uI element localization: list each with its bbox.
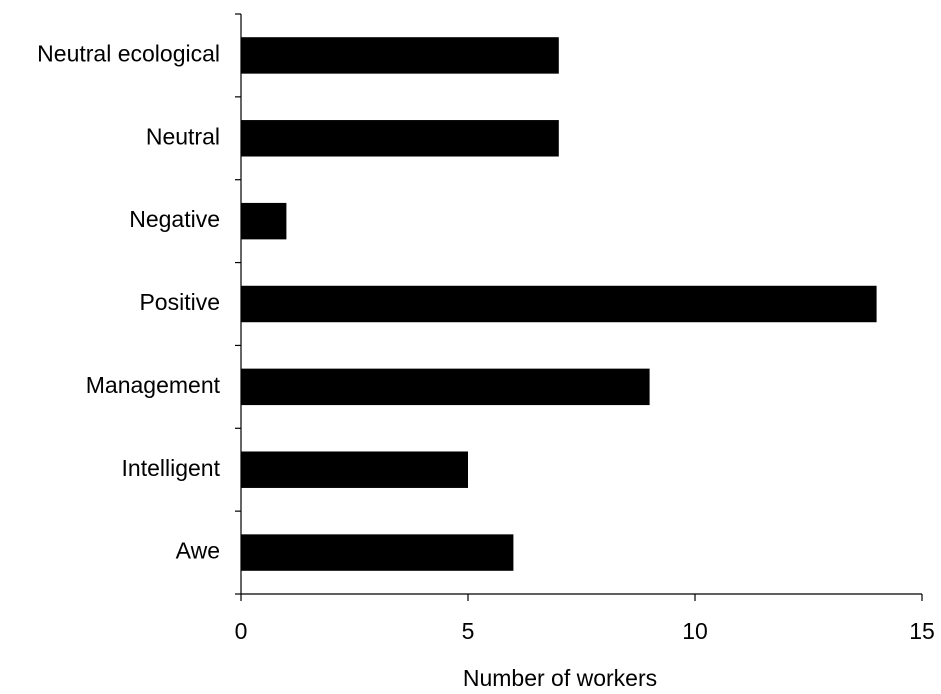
x-tick-label: 10 — [682, 618, 708, 644]
bar — [241, 534, 514, 571]
x-tick-label: 0 — [235, 618, 248, 644]
y-tick-label: Negative — [129, 206, 220, 232]
y-tick-label: Neutral — [146, 123, 220, 149]
bar — [241, 37, 559, 74]
x-tick-label: 15 — [909, 618, 935, 644]
bar — [241, 451, 468, 488]
y-tick-label: Neutral ecological — [37, 41, 220, 67]
bar — [241, 202, 287, 240]
y-tick-label: Intelligent — [122, 455, 221, 481]
bar — [241, 368, 650, 406]
bar — [241, 285, 877, 323]
x-tick-label: 5 — [462, 618, 475, 644]
y-tick-label: Awe — [176, 538, 220, 564]
y-tick-label: Positive — [139, 289, 220, 315]
x-axis-label: Number of workers — [463, 665, 657, 691]
y-tick-label: Management — [86, 372, 221, 398]
bar — [241, 120, 559, 157]
